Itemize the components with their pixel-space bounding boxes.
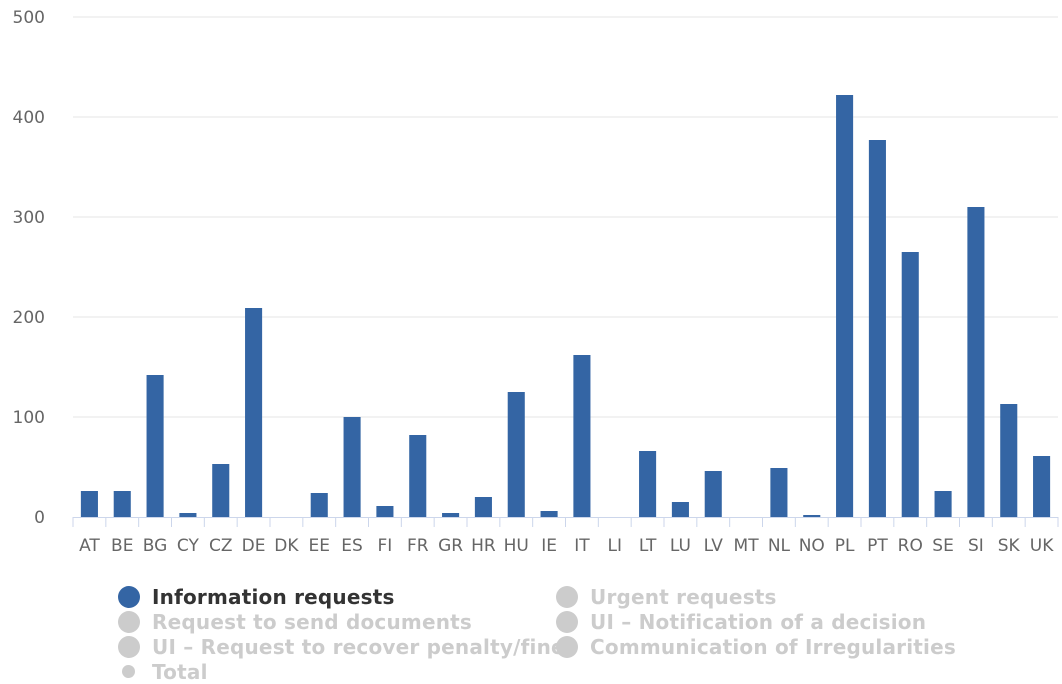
- x-tick-label: BE: [111, 536, 133, 556]
- legend-item-information-requests[interactable]: Information requests: [118, 585, 556, 609]
- legend-label: UI – Request to recover penalty/fine: [152, 634, 565, 659]
- legend-marker-icon: [556, 585, 578, 608]
- bar-sk[interactable]: [1000, 404, 1018, 517]
- bar-be[interactable]: [113, 491, 131, 517]
- x-tick-label: FI: [378, 536, 393, 556]
- legend-row: UI – Request to recover penalty/fine Comm…: [118, 634, 978, 659]
- legend-label: Communication of Irregularities: [590, 634, 956, 659]
- x-tick-label: LT: [639, 536, 657, 556]
- legend-label: Total: [152, 659, 208, 684]
- x-tick-label: LV: [704, 536, 724, 556]
- x-tick-label: IE: [541, 536, 557, 556]
- x-tick-label: AT: [79, 536, 100, 556]
- x-tick-label: CY: [177, 536, 200, 556]
- x-tick-label: HR: [471, 536, 496, 556]
- y-tick-label: 0: [34, 508, 45, 528]
- bar-es[interactable]: [343, 417, 361, 517]
- y-tick-label: 100: [13, 408, 45, 428]
- bar-pt[interactable]: [868, 140, 886, 517]
- legend-label: Urgent requests: [590, 584, 777, 609]
- legend-marker-icon: [556, 610, 578, 633]
- x-tick-label: ES: [341, 536, 363, 556]
- legend-item-urgent-requests[interactable]: Urgent requests: [556, 585, 777, 609]
- bar-hu[interactable]: [507, 392, 525, 517]
- bar-at[interactable]: [80, 491, 98, 517]
- legend-marker-icon: [118, 610, 140, 633]
- legend-row: Request to send documents UI – Notificati…: [118, 609, 978, 634]
- bar-ee[interactable]: [310, 493, 328, 517]
- x-tick-label: PT: [867, 536, 888, 556]
- bar-hr[interactable]: [474, 497, 492, 517]
- bar-bg[interactable]: [146, 375, 164, 517]
- y-tick-label: 500: [13, 8, 45, 28]
- x-tick-label: SK: [998, 536, 1021, 556]
- legend-marker-icon: [118, 585, 140, 608]
- legend-label: Request to send documents: [152, 609, 473, 634]
- x-tick-label: LI: [608, 536, 623, 556]
- x-tick-label: PL: [835, 536, 855, 556]
- x-tick-label: UK: [1030, 536, 1054, 556]
- bar-cy[interactable]: [179, 513, 197, 517]
- bar-series-information-requests[interactable]: [80, 95, 1051, 517]
- legend-item-communication-of-irregularities[interactable]: Communication of Irregularities: [556, 635, 956, 659]
- bar-chart: 0 100 200 300 400 500 AT BE BG CY CZ DE DK EE ES FI FR G…: [13, 8, 1059, 556]
- x-tick-label: SI: [968, 536, 984, 556]
- bar-lv[interactable]: [704, 471, 722, 517]
- legend-label: Information requests: [152, 584, 395, 609]
- bar-fi[interactable]: [376, 506, 394, 517]
- bar-nl[interactable]: [770, 468, 788, 517]
- bar-si[interactable]: [967, 207, 985, 517]
- legend-item-request-to-send-documents[interactable]: Request to send documents: [118, 610, 556, 634]
- x-tick-label: HU: [504, 536, 529, 556]
- legend-row: Total: [118, 659, 978, 684]
- legend-marker-icon: [118, 635, 140, 658]
- x-tick-label: DE: [242, 536, 266, 556]
- bar-lu[interactable]: [671, 502, 689, 517]
- legend-row: Information requests Urgent requests: [118, 584, 978, 609]
- bar-no[interactable]: [803, 515, 821, 517]
- bar-it[interactable]: [573, 355, 591, 517]
- bar-de[interactable]: [245, 308, 263, 517]
- x-tick-label: GR: [438, 536, 463, 556]
- bar-gr[interactable]: [442, 513, 460, 517]
- x-tick-label: EE: [309, 536, 330, 556]
- y-tick-label: 300: [13, 208, 45, 228]
- x-tick-label: CZ: [209, 536, 233, 556]
- x-tick-label: MT: [734, 536, 760, 556]
- x-tick-label: NO: [799, 536, 825, 556]
- x-tick-label: LU: [670, 536, 691, 556]
- x-tick-label: DK: [274, 536, 299, 556]
- legend-item-ui-request-to-recover-penalty-fine[interactable]: UI – Request to recover penalty/fine: [118, 635, 565, 659]
- bar-pl[interactable]: [836, 95, 854, 517]
- bar-se[interactable]: [934, 491, 952, 517]
- legend-item-total[interactable]: Total: [118, 660, 556, 684]
- y-tick-label: 200: [13, 308, 45, 328]
- legend-marker-icon: [556, 635, 578, 658]
- x-tick-label: FR: [407, 536, 429, 556]
- bar-uk[interactable]: [1033, 456, 1051, 517]
- x-tick-label: BG: [143, 536, 168, 556]
- bar-ie[interactable]: [540, 511, 558, 517]
- legend-item-ui-notification-of-a-decision[interactable]: UI – Notification of a decision: [556, 610, 926, 634]
- x-tick-label: NL: [768, 536, 791, 556]
- legend-label: UI – Notification of a decision: [590, 609, 927, 634]
- gridlines: [73, 16, 1058, 418]
- bar-lt[interactable]: [639, 451, 657, 517]
- bar-ro[interactable]: [901, 252, 919, 517]
- legend-marker-icon: [122, 665, 135, 678]
- x-tick-label: RO: [898, 536, 923, 556]
- x-tick-label: IT: [574, 536, 590, 556]
- x-tick-label: SE: [932, 536, 954, 556]
- y-axis: 0 100 200 300 400 500: [13, 8, 45, 528]
- chart-legend: Information requests Urgent requests Reque…: [118, 584, 978, 684]
- x-axis: AT BE BG CY CZ DE DK EE ES FI FR GR HR HU IE IT LI LT LU LV…: [72, 517, 1059, 556]
- y-tick-label: 400: [13, 108, 45, 128]
- bar-cz[interactable]: [212, 464, 230, 517]
- bar-fr[interactable]: [409, 435, 427, 517]
